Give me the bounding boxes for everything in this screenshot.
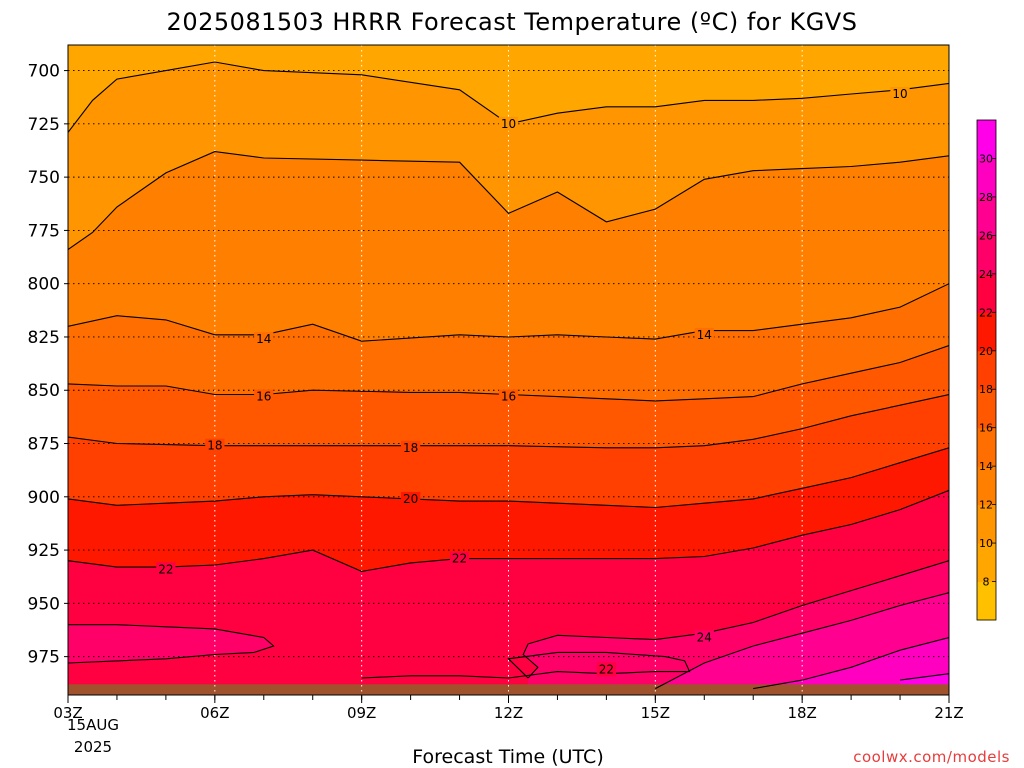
contour-label-bg [400,440,421,455]
contour-label-10: 10 [501,117,516,131]
y-tick-label: 975 [28,648,60,668]
contour-label-bg [498,116,519,131]
contour-22 [361,651,691,679]
start-date-year: 2025 [74,738,112,756]
y-tick-label: 700 [28,62,60,82]
colorbar-swatch [977,273,996,313]
credit-text: coolwx.com/models [853,748,1010,766]
contour-label-bg [254,332,274,347]
colorbar-swatch [977,581,996,621]
contour-label-bg [694,327,714,342]
contour-label-14: 14 [697,328,712,342]
colorbar-swatch [977,504,996,544]
colorbar-swatch [977,196,996,236]
contour-label-bg [400,491,421,506]
y-axis: 700 725 750 775 800 825 850 875 900 925 950 975 [28,62,68,668]
contour-22 [68,489,949,572]
colorbar-swatch [977,312,996,352]
contour-16 [68,344,949,402]
colorbar-label: 24 [979,268,993,281]
contour-label-bg [449,551,470,566]
y-tick-label: 775 [28,221,60,241]
colorbar-swatch [977,350,996,390]
x-axis: 03Z 06Z 09Z 12Z 15Z 18Z 21Z [53,695,964,722]
contour-30 [900,673,949,681]
contour-lines [68,61,949,690]
temperature-field [68,45,949,695]
colorbar-label: 20 [979,345,993,358]
colorbar-label: 30 [979,152,993,165]
contour-label-bg [890,87,910,102]
y-tick-label: 850 [28,381,60,401]
colorbar-frame [976,119,997,621]
contour-label-18: 18 [207,439,222,453]
contour-18 [68,393,949,449]
contour-label-18: 18 [403,441,418,455]
colorbar-swatch [977,389,996,429]
contour-label-bg [694,630,714,645]
colorbar-label: 28 [979,191,993,204]
chart-title: 2025081503 HRRR Forecast Temperature (ºC… [167,8,858,36]
contour-12 [68,151,949,251]
colorbar: 8 10 12 14 16 18 20 22 24 26 28 30 [976,119,997,621]
y-tick-label: 925 [28,541,60,561]
contour-labels: 10 10 14 14 16 16 18 18 20 22 22 22 24 [156,87,910,677]
band-above-24 [68,624,274,663]
colorbar-swatch [977,427,996,467]
colorbar-swatch [977,158,996,198]
ground-fill [68,684,949,695]
colorbar-swatch [977,235,996,275]
ground-surface [68,684,949,695]
x-tick-label: 18Z [787,704,816,722]
contour-label-bg [156,562,176,577]
contour-14 [68,283,949,342]
colorbar-swatch [977,543,996,583]
colorbar-label: 18 [979,383,993,396]
contour-label-10: 10 [892,87,907,101]
colorbar-label: 14 [979,460,993,473]
contour-label-22: 22 [452,552,467,566]
contour-label-24: 24 [697,630,712,644]
y-tick-label: 900 [28,488,60,508]
y-tick-label: 950 [28,594,60,614]
contour-label-bg [596,662,617,677]
contour-label-16: 16 [256,390,271,404]
contour-20 [68,447,949,509]
x-tick-label: 06Z [200,704,229,722]
contour-label-14: 14 [256,332,271,346]
y-tick-label: 825 [28,328,60,348]
colorbar-swatch [977,466,996,506]
colorbar-label: 10 [979,537,993,550]
contour-label-bg [254,389,274,404]
contour-24 [68,624,275,664]
x-tick-label: 12Z [494,704,523,722]
contour-label-22: 22 [158,562,173,576]
contour-28 [753,636,949,690]
y-tick-label: 800 [28,275,60,295]
contour-label-16: 16 [501,390,516,404]
contour-label-22: 22 [599,662,614,676]
contour-26 [655,592,949,690]
contour-24 [522,560,949,679]
contour-label-20: 20 [403,492,418,506]
colorbar-label: 8 [983,576,990,589]
colorbar-label: 22 [979,306,993,319]
colorbar-label: 12 [979,499,993,512]
colorbar-label: 16 [979,422,993,435]
contour-label-bg [205,438,225,453]
x-tick-label: 03Z [53,704,82,722]
y-tick-label: 875 [28,435,60,455]
x-tick-label: 15Z [641,704,670,722]
x-tick-label: 09Z [347,704,376,722]
x-tick-label: 21Z [934,704,963,722]
contour-10 [68,61,949,133]
x-axis-label: Forecast Time (UTC) [412,746,603,768]
colorbar-label: 26 [979,229,993,242]
colorbar-swatch [977,120,996,159]
start-date-day: 15AUG [67,716,119,734]
y-tick-label: 725 [28,115,60,135]
contour-label-bg [498,389,519,404]
y-tick-label: 750 [28,168,60,188]
